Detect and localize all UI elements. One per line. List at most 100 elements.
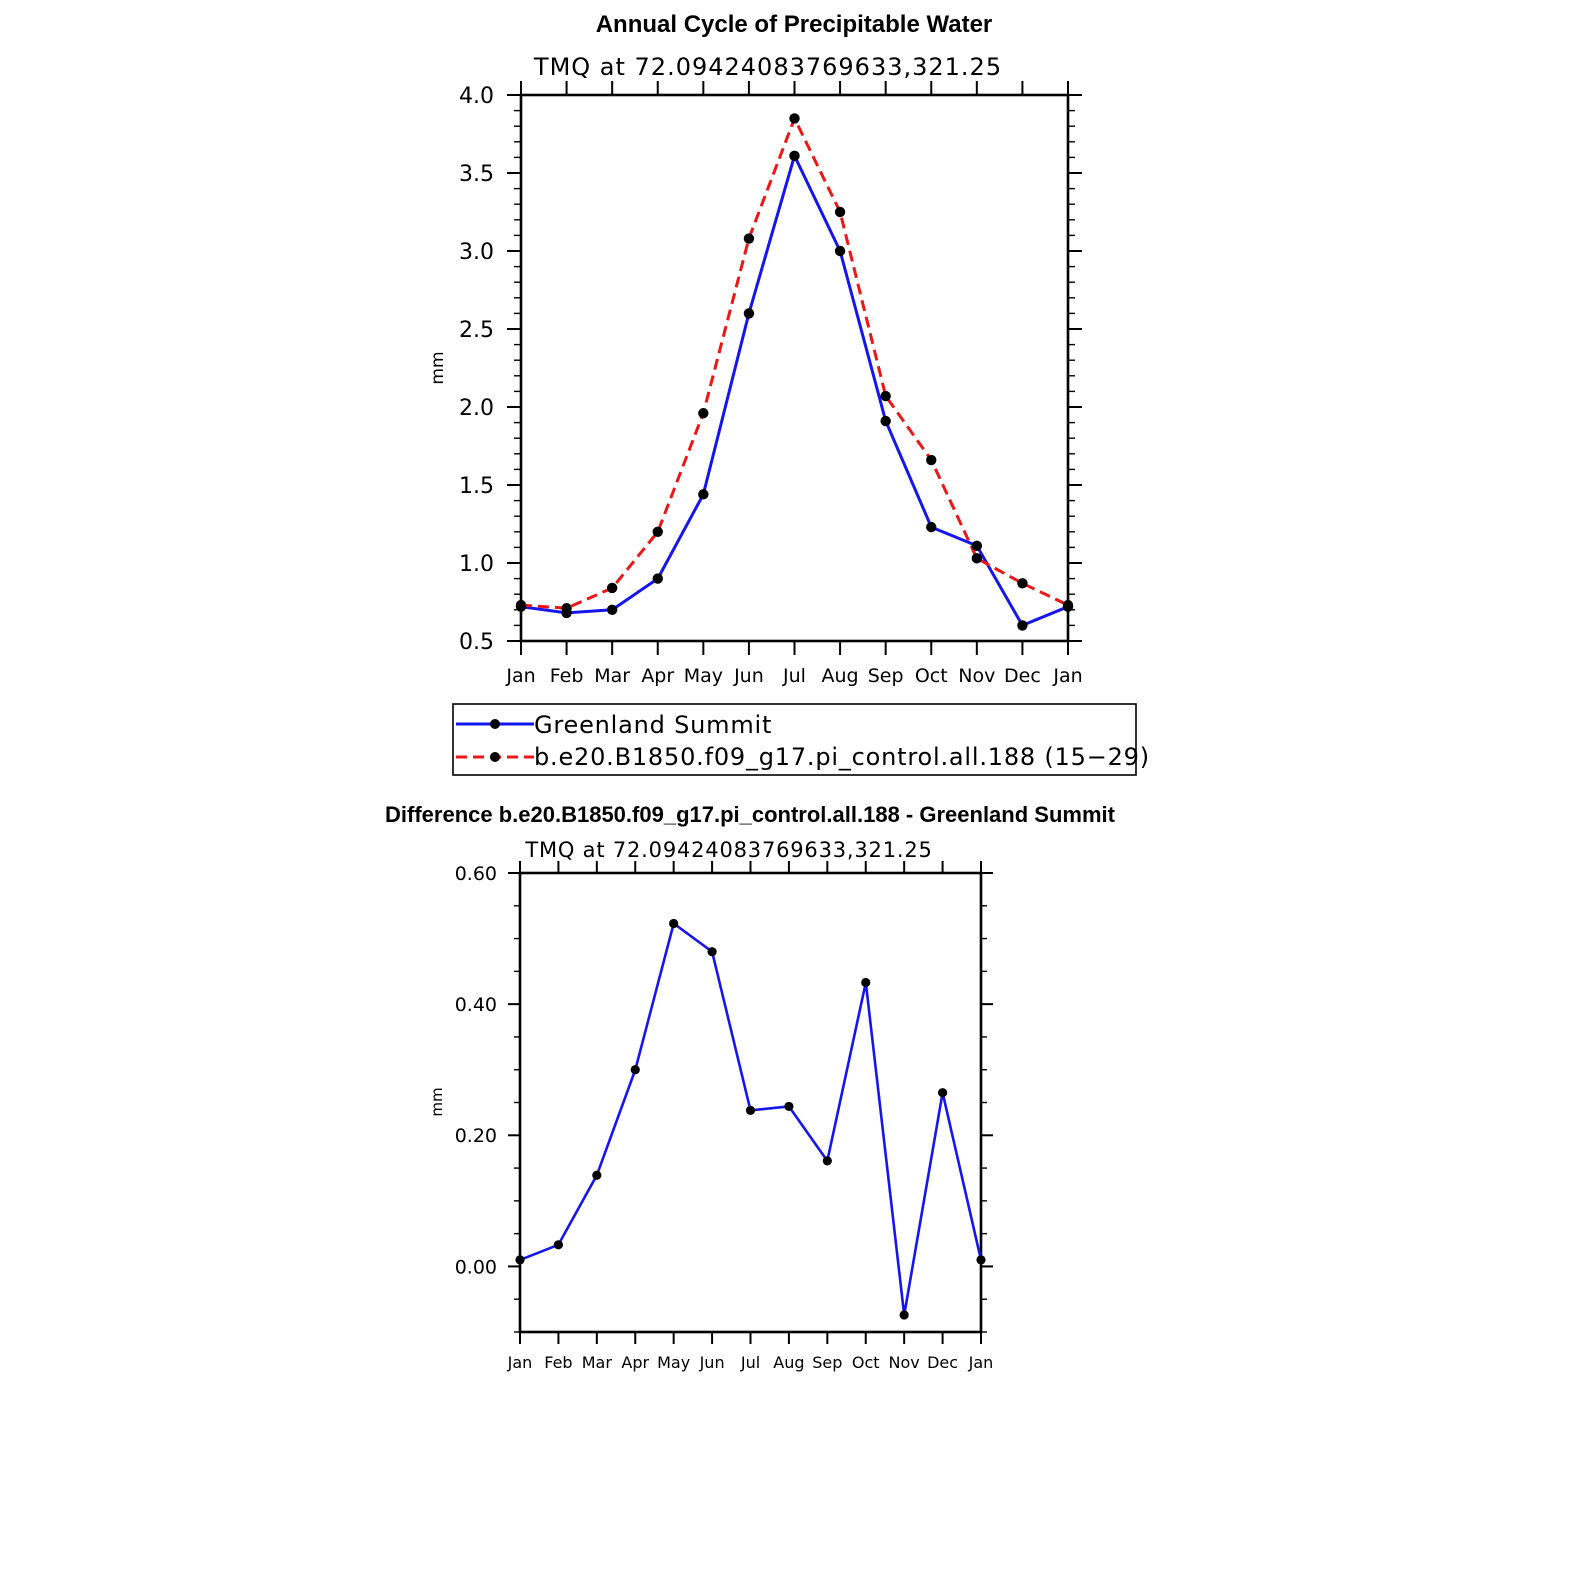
y-tick-label: 3.0	[459, 240, 494, 265]
data-point	[899, 1310, 909, 1320]
data-point	[971, 553, 983, 564]
y-tick-label: 3.5	[459, 162, 494, 187]
data-point	[743, 308, 755, 319]
y-tick-label: 1.5	[459, 474, 494, 499]
legend-label: b.e20.B1850.f09_g17.pi_control.all.188 (…	[534, 743, 1150, 771]
legend: Greenland Summit b.e20.B1850.f09_g17.pi_…	[452, 703, 1150, 776]
data-point	[784, 1101, 794, 1112]
series-layer	[515, 918, 986, 1320]
data-point	[606, 582, 618, 594]
data-point	[592, 1170, 602, 1180]
chart-subtitle: TMQ at 72.09424083769633,321.25	[524, 838, 932, 862]
x-tick-label: Sep	[868, 665, 904, 687]
annual-cycle-chart: Annual Cycle of Precipitable Water TMQ a…	[428, 11, 1150, 776]
x-tick-label: May	[684, 665, 723, 687]
data-point	[652, 573, 663, 584]
x-tick-label: Sep	[812, 1353, 842, 1372]
chart-subtitle: TMQ at 72.09424083769633,321.25	[533, 53, 1002, 81]
legend-marker	[490, 719, 500, 729]
data-point	[880, 415, 891, 427]
x-tick-label: Jun	[733, 665, 764, 687]
x-tick-label: Jul	[782, 665, 806, 687]
data-point	[707, 947, 717, 957]
legend-frame	[452, 703, 1137, 776]
series-line-0	[519, 922, 983, 1317]
x-tick-label: Dec	[927, 1353, 958, 1372]
x-tick-label: Nov	[889, 1353, 920, 1372]
data-point	[1017, 620, 1028, 631]
x-tick-label: Mar	[594, 665, 630, 687]
data-point	[834, 206, 846, 218]
x-tick-label: Aug	[822, 665, 859, 687]
chart-title: Difference b.e20.B1850.f09_g17.pi_contro…	[385, 802, 1116, 827]
data-point	[1017, 578, 1028, 589]
data-point	[698, 489, 709, 500]
data-point	[834, 245, 846, 257]
y-axis-ticks: 0.00 0.20 0.40 0.60	[455, 863, 993, 1278]
x-tick-label: Nov	[958, 665, 995, 687]
y-tick-label: 2.5	[459, 318, 494, 343]
legend-item-greenland-summit: Greenland Summit	[456, 711, 772, 739]
data-point	[652, 526, 663, 537]
data-point	[606, 604, 618, 615]
y-tick-label: 0.5	[459, 630, 494, 655]
data-point	[789, 113, 800, 124]
x-tick-label: Jun	[699, 1353, 725, 1372]
data-point	[861, 977, 871, 988]
data-point	[745, 1105, 756, 1115]
y-tick-label: 0.00	[455, 1256, 497, 1278]
plot-frame	[519, 93, 1070, 643]
x-axis-ticks: Jan Feb Mar Apr May Jun Jul Aug Sep Oct Nov Dec Jan	[507, 861, 994, 1372]
x-tick-label: Jul	[740, 1353, 760, 1372]
y-tick-label: 4.0	[459, 84, 494, 109]
x-tick-label: Feb	[550, 665, 584, 687]
data-point	[1062, 599, 1074, 611]
data-point	[822, 1156, 832, 1166]
plot-frame	[518, 871, 983, 1334]
data-point	[743, 233, 755, 244]
x-tick-label: Jan	[507, 1353, 533, 1372]
x-tick-label: Dec	[1004, 665, 1041, 687]
legend-label: Greenland Summit	[534, 711, 772, 739]
data-point	[553, 1240, 564, 1250]
minor-ticks	[514, 872, 987, 1333]
minor-ticks	[514, 94, 1075, 642]
data-point	[976, 1255, 986, 1265]
difference-chart: Difference b.e20.B1850.f09_g17.pi_contro…	[385, 802, 1116, 1372]
legend-item-model-run: b.e20.B1850.f09_g17.pi_control.all.188 (…	[456, 743, 1150, 771]
data-point	[698, 408, 709, 419]
x-tick-label: Mar	[582, 1353, 613, 1372]
x-tick-label: Jan	[968, 1353, 994, 1372]
y-tick-label: 0.60	[455, 863, 497, 885]
x-tick-label: Jan	[505, 665, 535, 687]
y-tick-label: 0.40	[455, 994, 497, 1016]
series-line-0	[520, 154, 1069, 627]
series-line-1	[520, 116, 1069, 610]
y-tick-label: 1.0	[459, 552, 494, 577]
y-axis-ticks: 0.5 1.0 1.5 2.0 2.5 3.0 3.5 4.0	[459, 84, 1082, 655]
x-tick-label: Oct	[852, 1353, 880, 1372]
data-point	[926, 521, 937, 533]
y-tick-label: 0.20	[455, 1125, 497, 1147]
y-tick-label: 2.0	[459, 396, 494, 421]
x-tick-label: Apr	[621, 1353, 649, 1372]
data-point	[630, 1065, 640, 1075]
data-point	[926, 454, 937, 466]
x-tick-label: Aug	[773, 1353, 804, 1372]
legend-marker	[490, 752, 500, 762]
data-point	[971, 540, 983, 552]
chart-title: Annual Cycle of Precipitable Water	[596, 11, 993, 38]
series-layer	[515, 113, 1074, 631]
x-axis-ticks: Jan Feb Mar Apr May Jun Jul Aug Sep Oct Nov Dec Jan	[505, 81, 1083, 687]
data-point	[937, 1088, 948, 1098]
x-tick-label: Apr	[641, 665, 674, 687]
data-point	[789, 150, 800, 162]
x-tick-label: Feb	[544, 1353, 572, 1372]
y-axis-label: mm	[428, 1087, 446, 1116]
y-axis-label: mm	[428, 351, 448, 384]
x-tick-label: Jan	[1052, 665, 1082, 687]
data-point	[515, 599, 527, 611]
x-tick-label: May	[657, 1353, 690, 1372]
data-point	[515, 1255, 525, 1265]
